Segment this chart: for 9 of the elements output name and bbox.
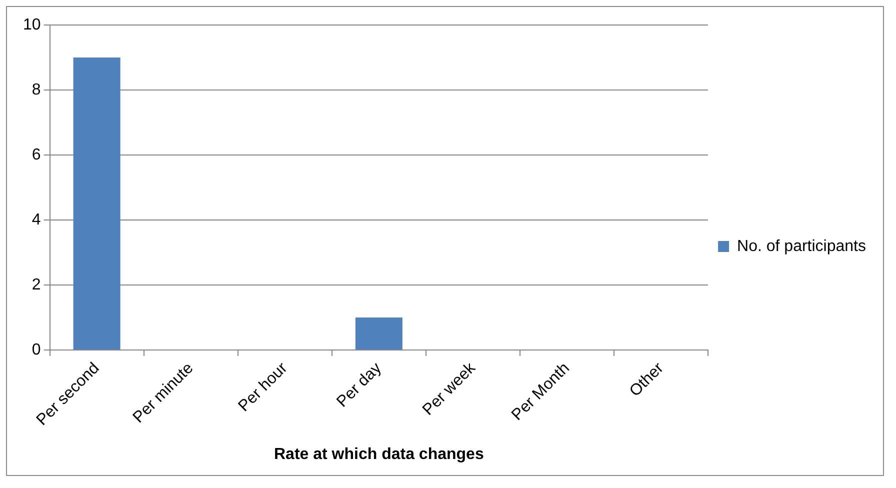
y-tick-label: 2 <box>32 276 41 294</box>
y-tick-label: 4 <box>32 211 41 228</box>
y-tick-label: 8 <box>32 81 41 98</box>
x-axis-title: Rate at which data changes <box>274 446 484 463</box>
legend-label: No. of participants <box>737 238 866 255</box>
y-tick-label: 0 <box>32 341 41 358</box>
x-tick-label: Per day <box>334 360 385 411</box>
y-tick-label: 6 <box>32 146 41 164</box>
y-tick-label: 10 <box>23 16 41 34</box>
